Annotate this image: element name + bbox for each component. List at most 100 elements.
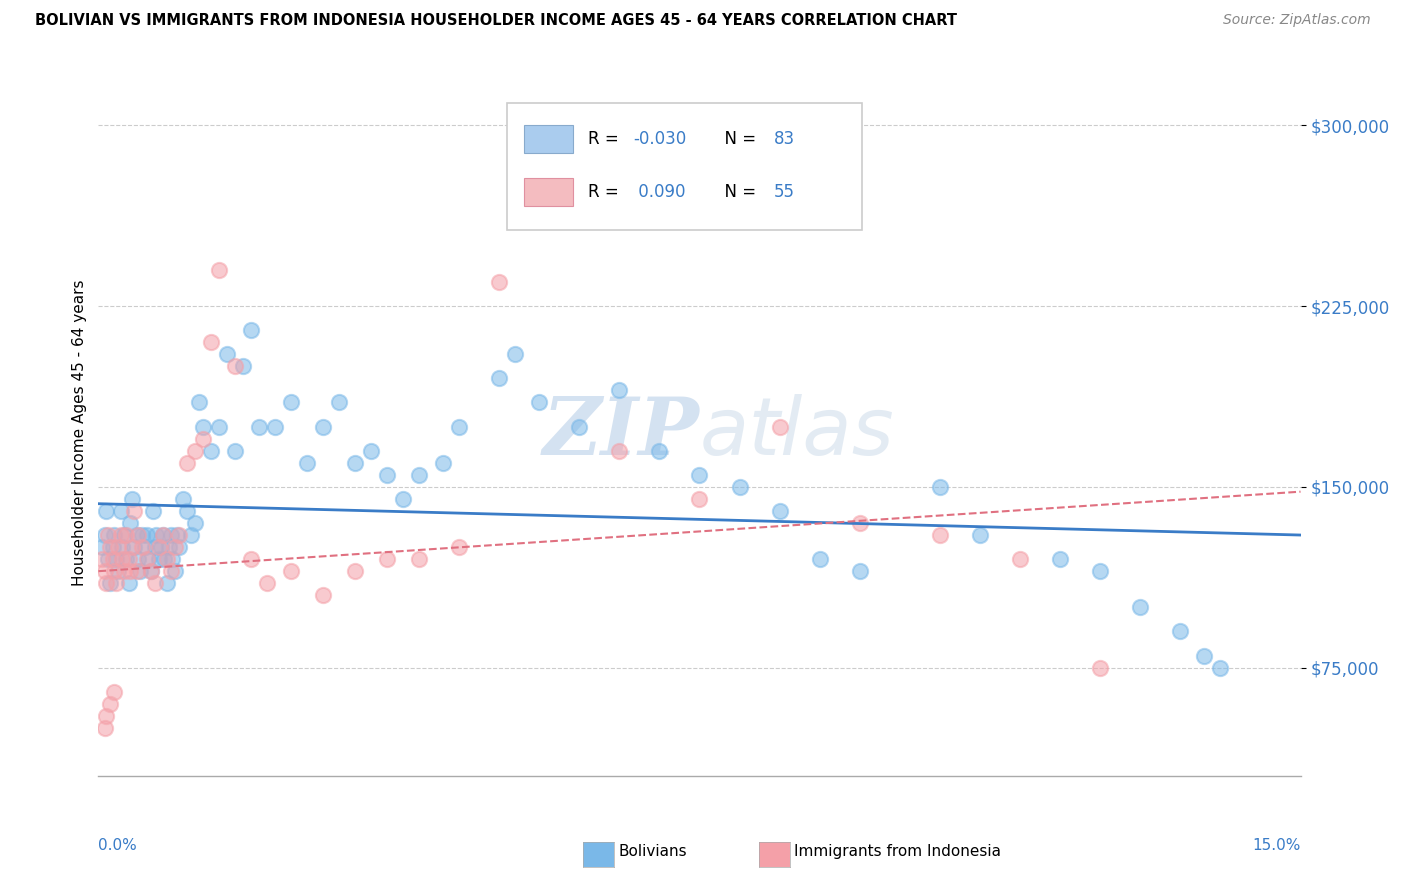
Point: [125, 528, 148, 542]
Point: [131, 540, 153, 554]
Point: [648, 443, 671, 458]
Point: [187, 395, 209, 409]
Point: [159, 564, 181, 578]
Point: [215, 347, 238, 361]
FancyBboxPatch shape: [524, 125, 574, 153]
Point: [768, 419, 790, 434]
Point: [688, 467, 710, 482]
Point: [176, 456, 198, 470]
Point: [224, 359, 246, 374]
Point: [200, 335, 222, 350]
Point: [239, 323, 262, 337]
Point: [167, 540, 190, 554]
Point: [183, 516, 205, 530]
Text: 55: 55: [775, 183, 794, 202]
Point: [239, 552, 262, 566]
Text: R =: R =: [588, 183, 624, 202]
Point: [105, 576, 128, 591]
Point: [157, 540, 180, 554]
Point: [1049, 552, 1071, 566]
Point: [143, 540, 166, 554]
Point: [155, 552, 177, 566]
Point: [155, 576, 177, 591]
Point: [328, 395, 350, 409]
Point: [375, 552, 398, 566]
Point: [176, 504, 198, 518]
Point: [110, 528, 132, 542]
Point: [112, 528, 135, 542]
Point: [139, 564, 162, 578]
FancyBboxPatch shape: [524, 178, 574, 206]
Point: [107, 564, 129, 578]
Point: [100, 540, 122, 554]
Point: [152, 528, 174, 542]
Point: [488, 275, 510, 289]
Point: [97, 552, 120, 566]
Point: [94, 564, 117, 578]
Point: [568, 419, 591, 434]
Point: [159, 528, 181, 542]
Point: [153, 552, 176, 566]
Point: [101, 552, 124, 566]
Point: [263, 419, 285, 434]
Point: [96, 576, 118, 591]
Text: R =: R =: [588, 130, 624, 148]
Point: [107, 540, 129, 554]
Point: [135, 552, 157, 566]
Point: [191, 432, 214, 446]
Point: [163, 564, 186, 578]
FancyBboxPatch shape: [508, 103, 862, 230]
Text: atlas: atlas: [699, 393, 894, 472]
Point: [408, 467, 430, 482]
Point: [103, 528, 125, 542]
Point: [124, 504, 146, 518]
Point: [1088, 564, 1111, 578]
Point: [432, 456, 454, 470]
Point: [312, 588, 335, 602]
Point: [125, 564, 148, 578]
Point: [360, 443, 382, 458]
Point: [111, 552, 134, 566]
Point: [200, 443, 222, 458]
Point: [112, 564, 135, 578]
Text: BOLIVIAN VS IMMIGRANTS FROM INDONESIA HOUSEHOLDER INCOME AGES 45 - 64 YEARS CORR: BOLIVIAN VS IMMIGRANTS FROM INDONESIA HO…: [35, 13, 957, 29]
Point: [91, 552, 114, 566]
Point: [96, 708, 118, 723]
Text: ZIP: ZIP: [543, 394, 699, 471]
Point: [488, 371, 510, 385]
Point: [609, 443, 631, 458]
Point: [128, 552, 150, 566]
Point: [115, 528, 138, 542]
Point: [1209, 660, 1232, 674]
Point: [145, 528, 167, 542]
Text: 83: 83: [775, 130, 796, 148]
Point: [124, 540, 146, 554]
Point: [232, 359, 254, 374]
Point: [152, 528, 174, 542]
Point: [100, 576, 122, 591]
Point: [128, 528, 150, 542]
Point: [120, 564, 142, 578]
Point: [96, 504, 118, 518]
Point: [808, 552, 831, 566]
Point: [163, 540, 186, 554]
Point: [343, 456, 366, 470]
Point: [256, 576, 278, 591]
Point: [969, 528, 991, 542]
Point: [728, 480, 751, 494]
Point: [111, 540, 134, 554]
Point: [101, 540, 124, 554]
Point: [343, 564, 366, 578]
Point: [849, 516, 872, 530]
Point: [529, 395, 551, 409]
Point: [180, 528, 202, 542]
Point: [849, 564, 872, 578]
Point: [143, 576, 166, 591]
Point: [1088, 660, 1111, 674]
Point: [1194, 648, 1216, 663]
Point: [375, 467, 398, 482]
Point: [94, 528, 117, 542]
Point: [105, 552, 128, 566]
Point: [1008, 552, 1031, 566]
Point: [447, 540, 470, 554]
